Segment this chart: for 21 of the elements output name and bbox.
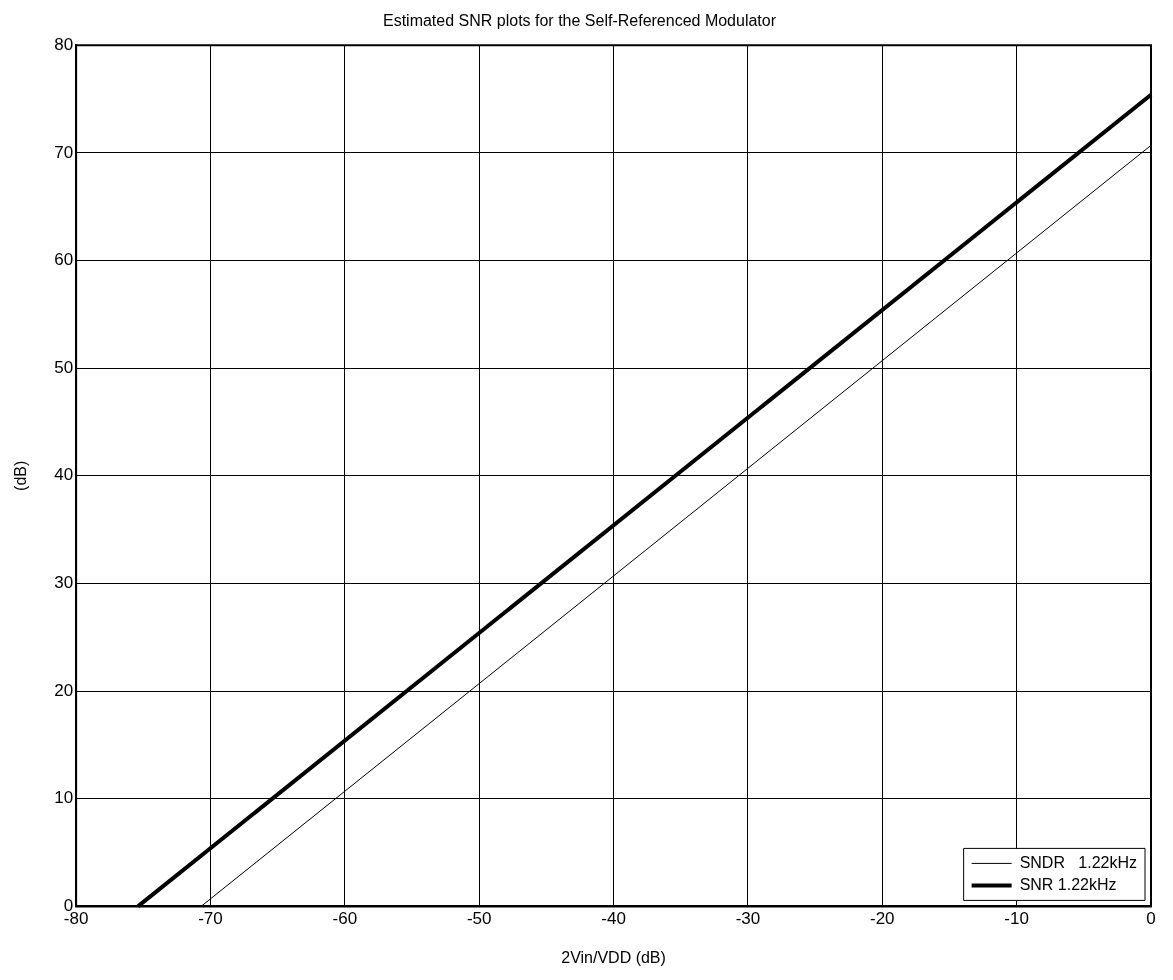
chart-title: Estimated SNR plots for the Self-Referenced Modulator [382,12,777,30]
x-tick-label: -20 [869,909,895,929]
x-tick-label: -30 [735,909,761,929]
legend-label: SNDR 1.22kHz [1019,853,1138,871]
y-tick-label: 70 [54,142,74,162]
y-tick-label: 30 [54,573,74,593]
x-tick-label: 0 [1146,909,1156,929]
y-axis-title: (dB) [12,460,30,491]
x-tick-label: -40 [601,909,626,929]
y-tick-label: 20 [54,680,74,700]
x-axis-title: 2Vin/VDD (dB) [561,948,666,966]
x-tick-label: -60 [332,909,358,929]
x-tick-label: -70 [198,909,223,929]
y-tick-label: 60 [54,250,74,270]
y-tick-label: 40 [54,465,74,485]
x-tick-label: -10 [1004,909,1029,929]
y-tick-label: 10 [54,788,74,808]
y-tick-label: 50 [54,357,74,377]
legend-label: SNR 1.22kHz [1019,875,1117,893]
x-tick-label: -50 [466,909,492,929]
y-tick-label: 80 [54,34,74,54]
